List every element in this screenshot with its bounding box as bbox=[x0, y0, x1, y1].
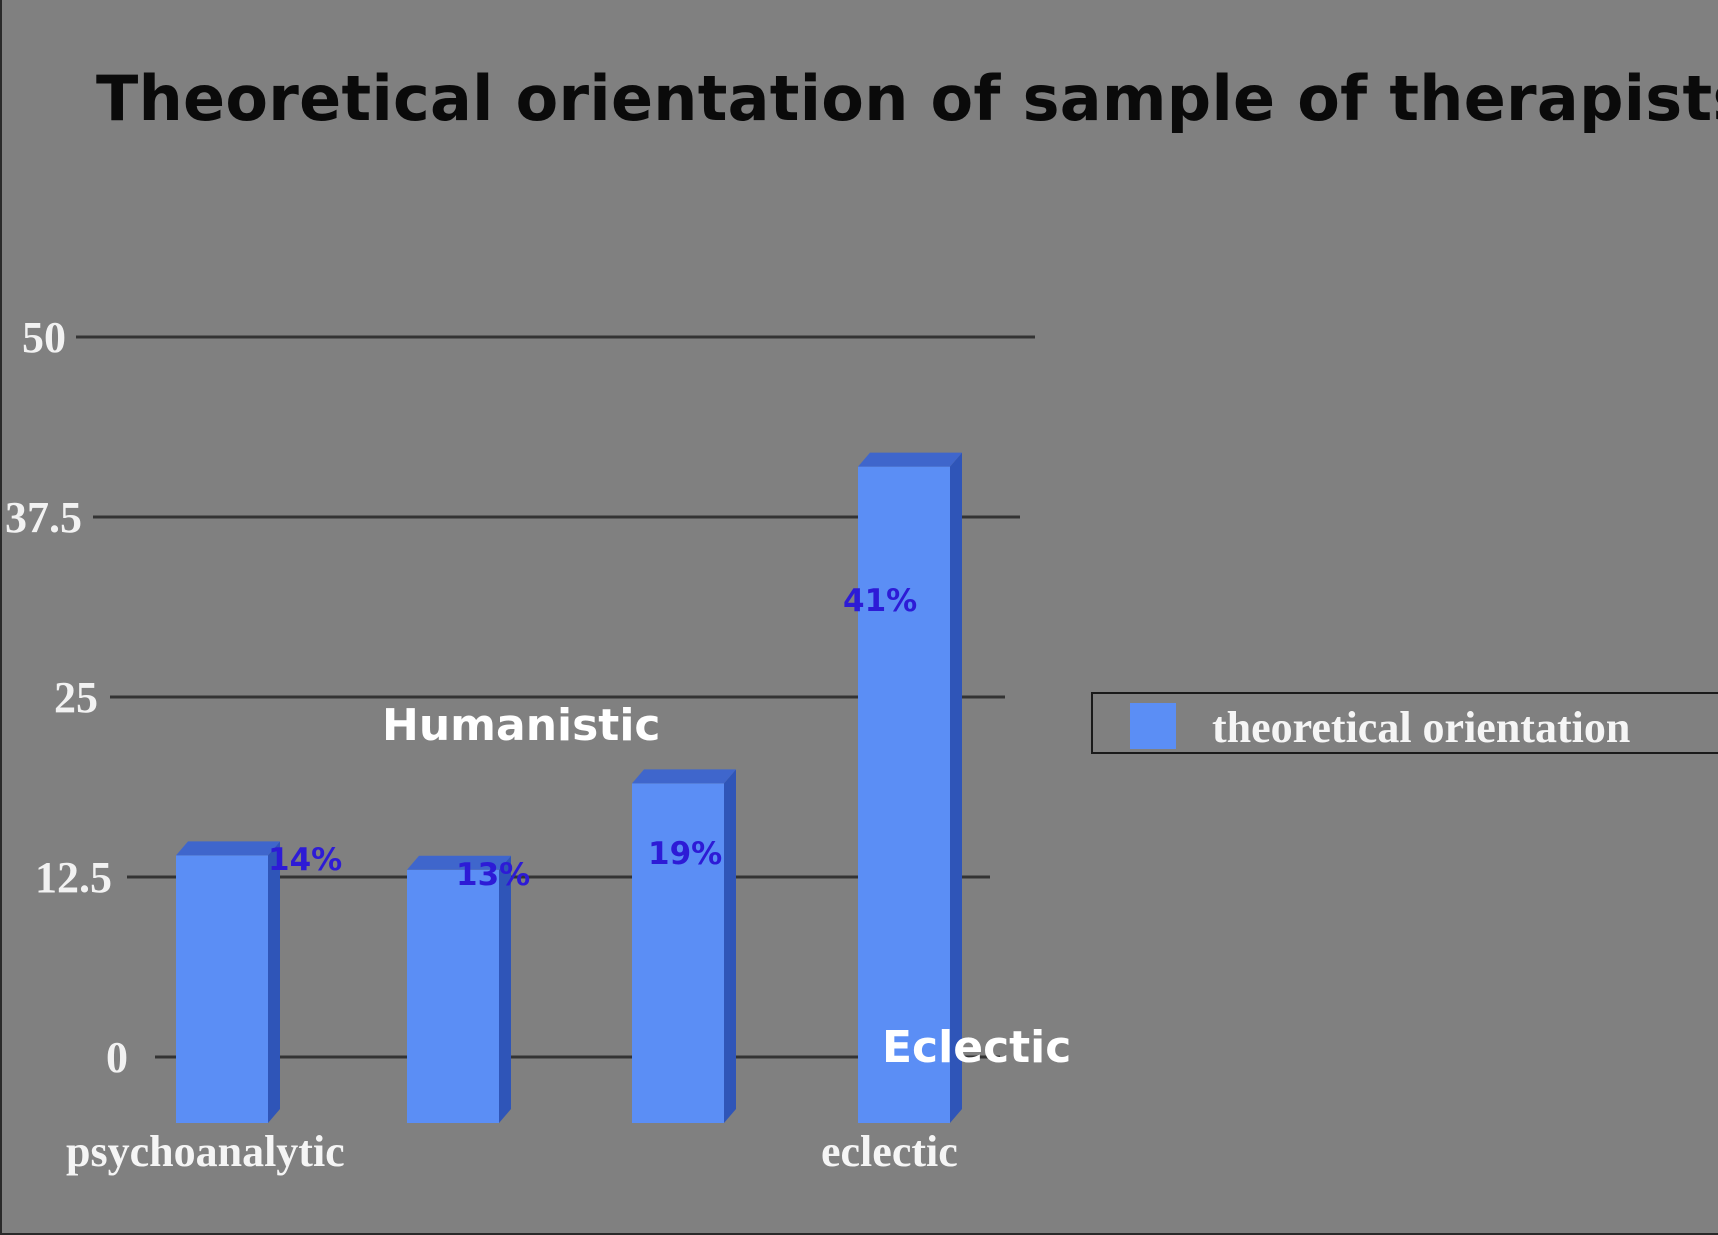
y-axis-ticks: 0 12.5 25 37.5 50 bbox=[5, 313, 128, 1082]
y-tick-label: 50 bbox=[22, 313, 66, 362]
annotation: Eclectic bbox=[882, 1022, 1071, 1073]
legend: theoretical orientation bbox=[1091, 692, 1718, 754]
legend-swatch bbox=[1130, 703, 1176, 749]
bar-side bbox=[950, 452, 962, 1124]
bar-front bbox=[176, 855, 268, 1123]
bar-top bbox=[407, 855, 511, 870]
bar-top bbox=[176, 841, 280, 856]
data-labels: 14% 13% 19% 41% bbox=[268, 583, 917, 893]
bar-3 bbox=[858, 452, 962, 1124]
legend-label: theoretical orientation bbox=[1212, 703, 1630, 752]
legend-box bbox=[1091, 692, 1718, 754]
data-label: 41% bbox=[843, 583, 917, 619]
bar-top bbox=[632, 769, 736, 784]
bar-side bbox=[724, 769, 736, 1123]
bar-front bbox=[407, 869, 499, 1123]
bars bbox=[176, 452, 962, 1124]
data-label: 13% bbox=[456, 857, 530, 893]
bar-2 bbox=[632, 769, 736, 1123]
category-label: psychoanalytic bbox=[66, 1127, 345, 1176]
y-tick-label: 25 bbox=[54, 673, 98, 722]
bar-side bbox=[268, 841, 280, 1123]
bar-0 bbox=[176, 841, 280, 1123]
category-labels: psychoanalytic eclectic bbox=[66, 1127, 958, 1176]
data-label: 19% bbox=[648, 836, 722, 872]
data-label: 14% bbox=[268, 842, 342, 878]
bar-1 bbox=[407, 855, 511, 1123]
bar-front bbox=[858, 466, 950, 1124]
bar-side bbox=[499, 855, 511, 1123]
y-tick-label: 37.5 bbox=[5, 493, 82, 542]
annotations: Humanistic Eclectic bbox=[382, 700, 1071, 1073]
chart-title: Theoretical orientation of sample of the… bbox=[96, 62, 1718, 135]
category-label: eclectic bbox=[821, 1127, 958, 1176]
y-tick-label: 0 bbox=[106, 1033, 128, 1082]
bar-top bbox=[858, 452, 962, 467]
annotation: Humanistic bbox=[382, 700, 660, 751]
y-tick-label: 12.5 bbox=[35, 853, 112, 902]
bar-front bbox=[632, 783, 724, 1123]
